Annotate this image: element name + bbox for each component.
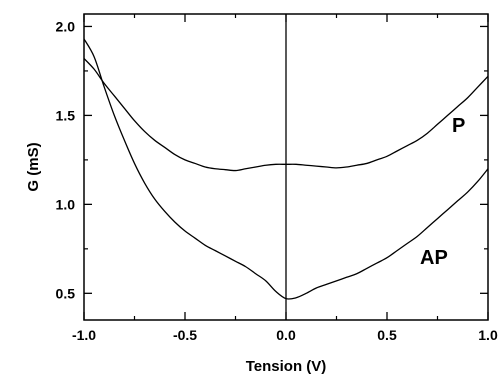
y-tick-label: 2.0 <box>56 18 76 34</box>
series-label-p: P <box>452 115 465 137</box>
x-axis-tick-labels: -1.0 -0.5 0.0 0.5 1.0 <box>72 327 498 343</box>
series-lines <box>83 38 489 300</box>
y-axis-tick-labels: 0.5 1.0 1.5 2.0 <box>56 18 76 301</box>
series-label-ap: AP <box>420 247 448 269</box>
series-line-p <box>83 58 489 172</box>
x-tick-label: 0.5 <box>377 327 397 343</box>
x-tick-label: 1.0 <box>478 327 498 343</box>
x-axis-title: Tension (V) <box>246 358 327 375</box>
y-tick-label: 0.5 <box>56 285 76 301</box>
x-tick-label: -1.0 <box>72 327 96 343</box>
y-axis-title: G (mS) <box>25 142 42 191</box>
y-tick-label: 1.0 <box>56 196 76 212</box>
x-tick-label: -0.5 <box>173 327 197 343</box>
series-line-ap <box>83 38 489 300</box>
y-tick-label: 1.5 <box>56 107 76 123</box>
y-axis-ticks <box>84 25 488 294</box>
x-tick-label: 0.0 <box>276 327 296 343</box>
